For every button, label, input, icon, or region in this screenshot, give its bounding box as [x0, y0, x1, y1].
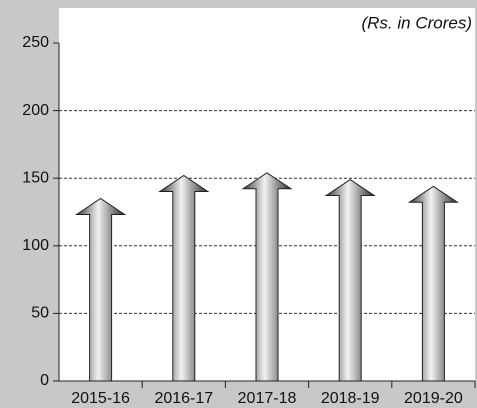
- x-tick-label: 2016-17: [154, 390, 213, 407]
- x-tick-label: 2015-16: [71, 390, 130, 407]
- y-tick-label: 200: [22, 102, 49, 119]
- subtitle: (Rs. in Crores): [361, 13, 472, 32]
- arrow-bar: [324, 178, 376, 382]
- y-tick-label: 100: [22, 237, 49, 254]
- y-tick-label: 0: [40, 372, 49, 389]
- x-tick-label: 2017-18: [238, 390, 297, 407]
- arrow-bar: [407, 185, 460, 382]
- arrow-bar: [241, 172, 293, 382]
- y-tick-label: 250: [22, 34, 49, 51]
- y-tick-label: 50: [31, 305, 49, 322]
- arrow-bar: [158, 174, 210, 382]
- x-tick-label: 2019-20: [404, 390, 463, 407]
- x-tick-label: 2018-19: [321, 390, 380, 407]
- arrow-bar: [74, 197, 127, 382]
- y-tick-label: 150: [22, 169, 49, 186]
